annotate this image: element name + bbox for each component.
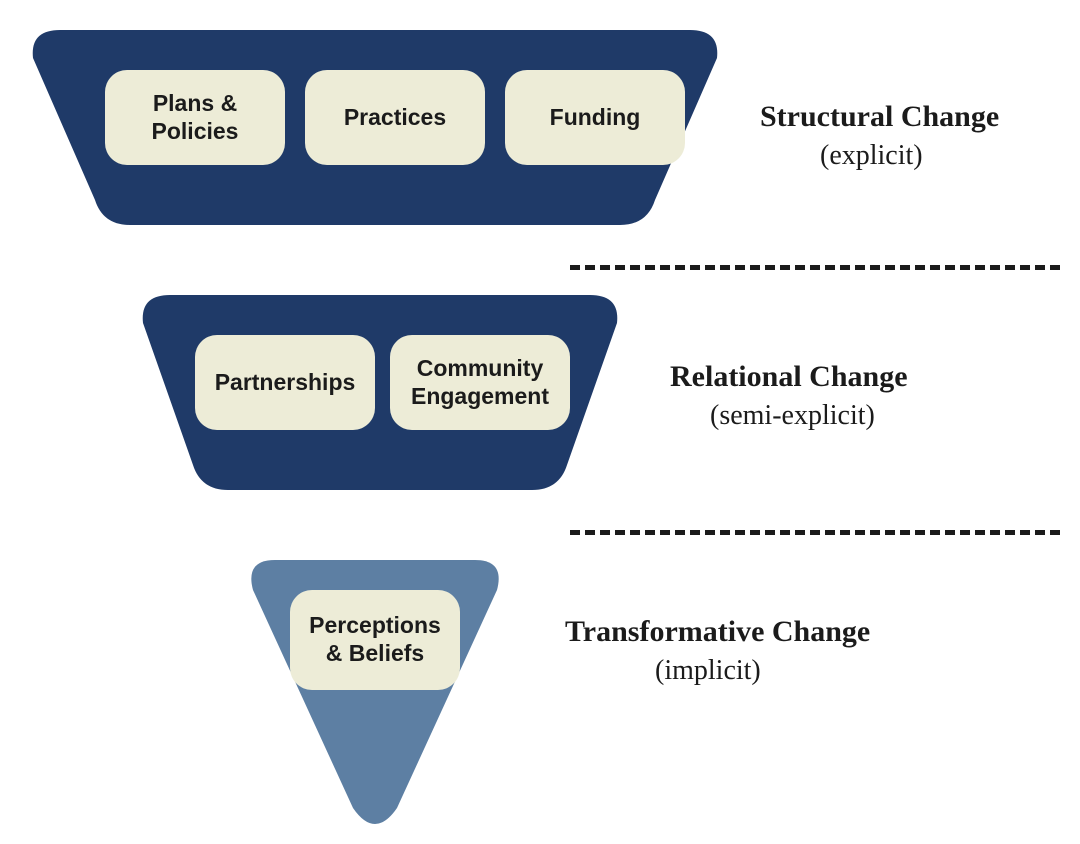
- pill-practices: Practices: [305, 70, 485, 165]
- pill-perceptions-beliefs: Perceptions & Beliefs: [290, 590, 460, 690]
- label-relational: Relational Change (semi-explicit): [670, 360, 908, 432]
- divider-2: [570, 530, 1060, 535]
- pill-label: Partnerships: [215, 369, 356, 397]
- pill-partnerships: Partnerships: [195, 335, 375, 430]
- label-sub: (explicit): [760, 140, 999, 172]
- pill-label: Plans & Policies: [115, 90, 275, 145]
- pill-label: Practices: [344, 104, 446, 132]
- pill-plans-policies: Plans & Policies: [105, 70, 285, 165]
- pill-label: Perceptions & Beliefs: [300, 612, 450, 667]
- diagram-stage: Plans & Policies Practices Funding Struc…: [0, 0, 1080, 844]
- pill-community-engagement: Community Engagement: [390, 335, 570, 430]
- pill-funding: Funding: [505, 70, 685, 165]
- label-transformative: Transformative Change (implicit): [565, 615, 870, 687]
- pill-label: Funding: [550, 104, 641, 132]
- label-title: Transformative Change: [565, 615, 870, 649]
- divider-1: [570, 265, 1060, 270]
- label-structural: Structural Change (explicit): [760, 100, 999, 172]
- pill-label: Community Engagement: [400, 355, 560, 410]
- label-sub: (semi-explicit): [670, 400, 908, 432]
- label-title: Relational Change: [670, 360, 908, 394]
- label-sub: (implicit): [565, 655, 870, 687]
- label-title: Structural Change: [760, 100, 999, 134]
